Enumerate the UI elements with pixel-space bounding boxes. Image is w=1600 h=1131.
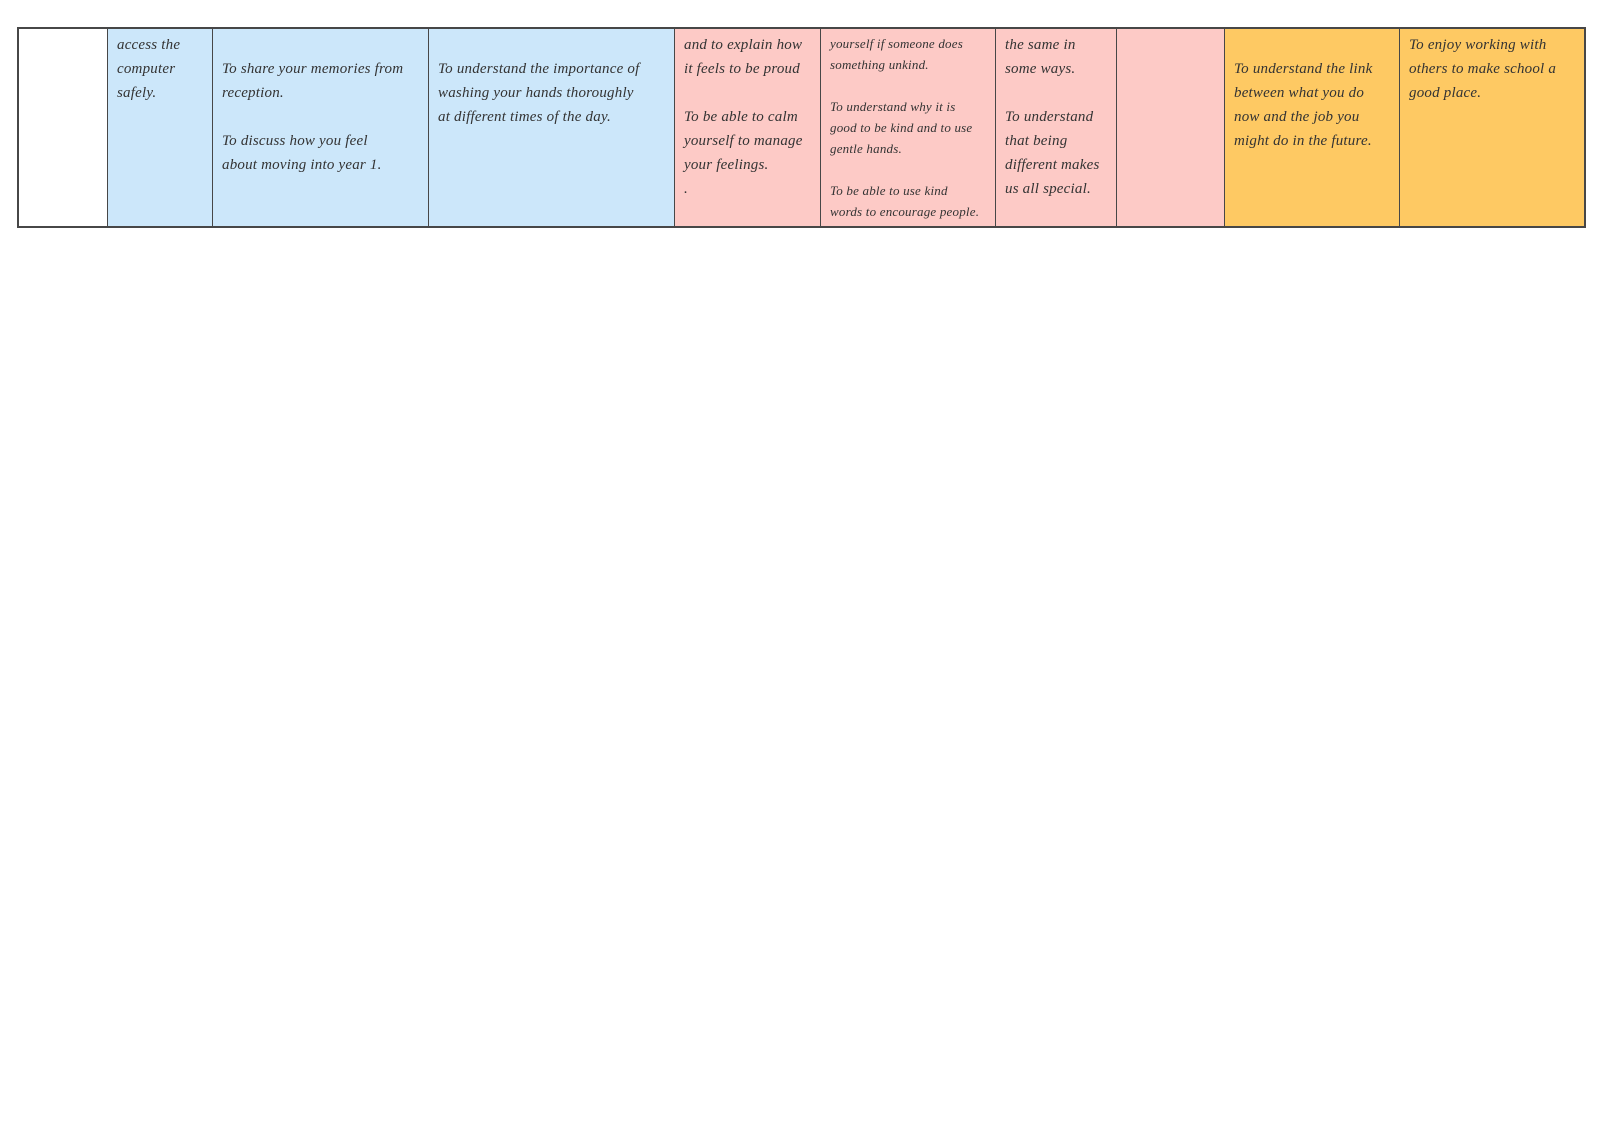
cell-manage-feelings-text: and to explain how it feels to be proud … (684, 37, 803, 197)
cell-being-different-text: the same in some ways. To understand tha… (1005, 37, 1100, 197)
cell-being-different: the same in some ways. To understand tha… (995, 29, 1116, 226)
cell-manage-feelings: and to explain how it feels to be proud … (674, 29, 820, 226)
cell-row-label-empty (19, 29, 107, 226)
cell-future-jobs-text: To understand the link between what you … (1234, 61, 1373, 149)
cell-future-jobs: To understand the link between what you … (1224, 29, 1399, 226)
curriculum-table: access the computer safely. To share you… (17, 27, 1586, 228)
cell-handwashing: To understand the importance of washing … (428, 29, 674, 226)
cell-handwashing-text: To understand the importance of washing … (438, 61, 640, 125)
cell-working-with-others-text: To enjoy working with others to make sch… (1409, 37, 1557, 101)
cell-computer-safety-text: access the computer safely. (117, 37, 181, 101)
cell-empty-pink (1116, 29, 1224, 226)
cell-kindness-text: yourself if someone does something unkin… (830, 36, 980, 219)
cell-working-with-others: To enjoy working with others to make sch… (1399, 29, 1584, 226)
cell-kindness: yourself if someone does something unkin… (820, 29, 995, 226)
cell-reception-memories-text: To share your memories from reception. T… (222, 61, 404, 173)
cell-computer-safety: access the computer safely. (107, 29, 212, 226)
cell-reception-memories: To share your memories from reception. T… (212, 29, 428, 226)
